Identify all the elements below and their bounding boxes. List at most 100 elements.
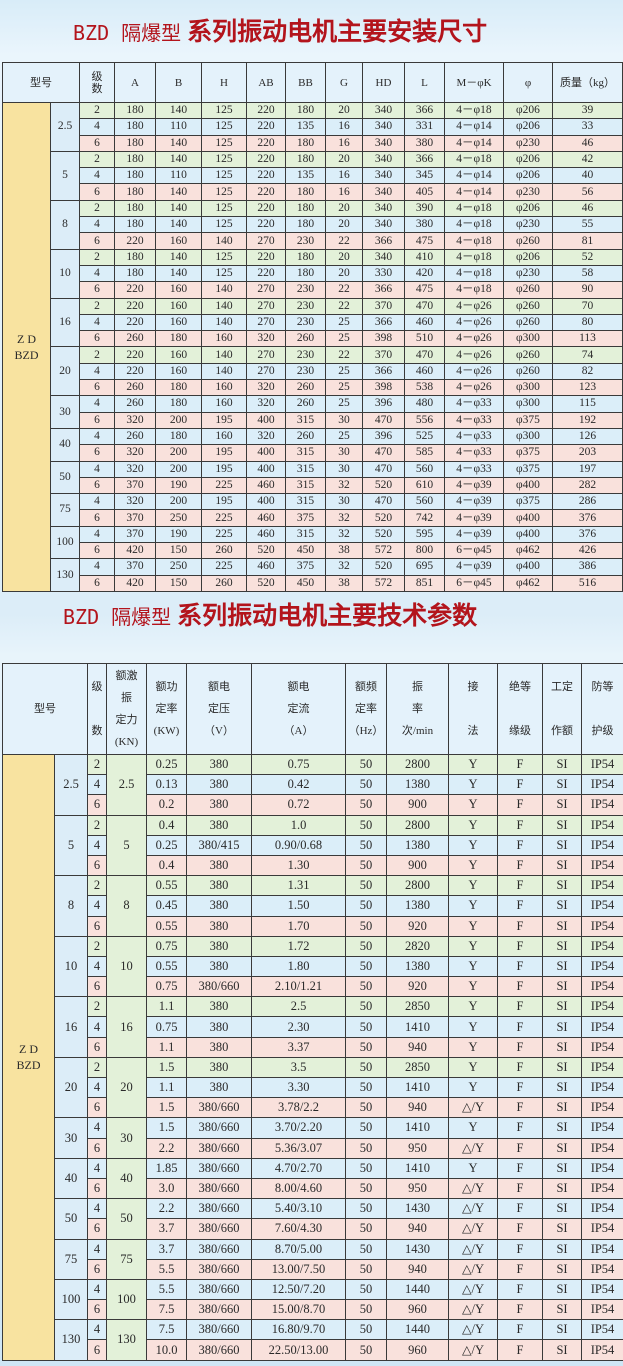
value-cell: φ300 [503,427,553,446]
value-cell: 3.30 [251,1076,346,1099]
value-cell: 380 [186,774,252,796]
value-cell: 572 [362,542,405,560]
value-cell: 20 [325,264,363,283]
value-cell: 380 [186,895,252,917]
value-cell: 1.1 [146,1076,187,1099]
value-cell: 4－φ26 [444,346,504,364]
value-cell: 260 [285,427,326,446]
poles-cell: 4 [87,834,107,856]
value-cell: 50 [345,1299,387,1321]
title-main: 系列振动电机主要安装尺寸 [187,17,488,46]
value-cell: 160 [155,362,202,381]
value-cell: 4－φ18 [444,101,504,120]
value-cell: φ462 [503,542,553,560]
value-cell: 320 [246,330,286,348]
value-cell: 380/660 [186,1218,252,1240]
column-header: 振 率 次/min [386,663,449,755]
poles-cell: 4 [87,1198,107,1220]
value-cell: 340 [362,199,405,218]
value-cell: 520 [246,542,286,560]
value-cell: 851 [404,574,445,592]
table-row: 6 220 160 140 270 230 22 366 475 4－φ18 φ260 81 [3,232,623,250]
value-cell: 4－φ39 [444,476,504,495]
value-cell: φ260 [503,297,553,315]
value-cell: 4－φ39 [444,525,504,544]
value-cell: 315 [285,411,326,429]
value-cell: 400 [246,460,286,478]
value-cell: 260 [285,330,326,348]
table-row: 6 260 180 160 320 260 25 398 510 4－φ26 φ300 113 [3,330,623,348]
column-header: AB [246,62,286,103]
value-cell: 180 [114,167,156,185]
value-cell: F [497,753,543,776]
column-header: A [114,62,156,103]
poles-cell: 2 [87,814,107,836]
value-cell: 56 [552,183,623,201]
table-row: 10 2 180 140 125 220 180 20 340 410 4－φ18 φ206 52 [3,248,623,299]
value-cell: 220 [246,150,286,169]
value-cell: 13.00/7.50 [251,1258,346,1280]
value-cell: 370 [114,476,156,495]
value-cell: F [497,1137,543,1159]
value-cell: 2.30 [251,1016,346,1038]
value-cell: 50 [345,1137,387,1159]
size-cell: 100 [50,525,80,560]
size-cell: 20 [50,346,80,397]
column-header: M－φK [444,62,504,103]
value-cell: φ206 [503,118,553,136]
poles-cell: 6 [79,134,115,152]
value-cell: 0.75 [146,935,187,957]
value-cell: SI [542,895,582,917]
size-cell: 50 [50,460,80,495]
table-row: 16 2 16 1.1 380 2.5 50 2850 Y F SI IP54 [3,996,623,1058]
table-row: 6 2.2 380/660 5.36/3.07 50 950 △/Y F SI IP54 [3,1137,623,1159]
value-cell: 110 [155,118,202,136]
value-cell: 900 [386,854,449,877]
poles-cell: 4 [79,313,115,332]
force-cell: 130 [106,1319,147,1361]
value-cell: 460 [246,525,286,544]
value-cell: 396 [362,427,405,446]
value-cell: 380/660 [186,1097,252,1119]
value-cell: 340 [362,101,405,120]
value-cell: F [497,834,543,856]
value-cell: 195 [201,460,247,478]
value-cell: 4－φ39 [444,493,504,511]
value-cell: 50 [345,1036,387,1058]
column-header: 额频 定率 （Hz） [345,663,387,755]
value-cell: 742 [404,509,445,527]
value-cell: 380 [186,915,252,937]
value-cell: 315 [285,476,326,495]
value-cell: SI [542,915,582,937]
force-cell: 8 [106,875,147,937]
value-cell: 50 [345,1278,387,1301]
value-cell: 390 [404,199,445,218]
value-cell: IP54 [581,1177,623,1200]
value-cell: 30 [325,460,363,478]
value-cell: 50 [345,1238,387,1260]
value-cell: IP54 [581,1076,623,1099]
table-row: 30 4 260 180 160 320 260 25 396 480 4－φ33 φ300 115 [3,395,623,429]
table-row: 4 0.45 380 1.50 50 1380 Y F SI IP54 [3,895,623,917]
value-cell: 340 [362,216,405,234]
value-cell: 180 [285,216,326,234]
value-cell: 1380 [386,955,449,978]
value-cell: △/Y [448,1299,498,1321]
value-cell: 180 [114,199,156,218]
value-cell: 260 [285,379,326,397]
value-cell: 2850 [386,1056,449,1079]
value-cell: SI [542,1198,582,1220]
poles-cell: 2 [87,875,107,897]
value-cell: 1.80 [251,955,346,978]
value-cell: 160 [201,427,247,446]
value-cell: 180 [155,330,202,348]
size-cell: 16 [54,996,88,1058]
value-cell: 1.1 [146,1036,187,1058]
poles-cell: 4 [79,525,115,544]
value-cell: 50 [345,834,387,856]
value-cell: 20 [325,199,363,218]
value-cell: 230 [285,281,326,299]
value-cell: 380/660 [186,1198,252,1220]
value-cell: 340 [362,118,405,136]
value-cell: 200 [155,493,202,511]
